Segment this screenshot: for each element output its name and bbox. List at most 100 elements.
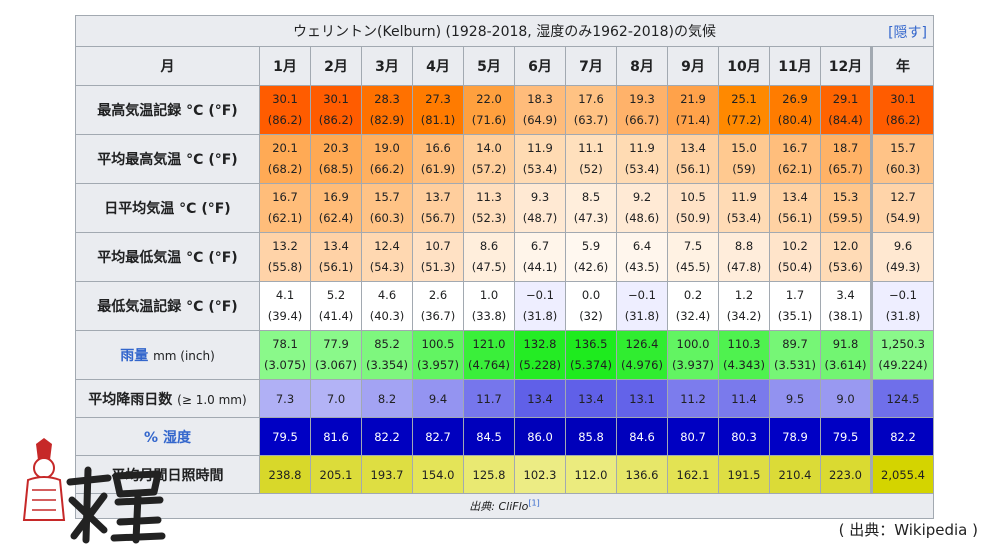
- table-cell: 89.7 (3.531): [769, 330, 821, 380]
- cell-value: 6.4: [632, 239, 652, 253]
- table-cell: 238.8: [259, 455, 311, 494]
- table-cell: 15.3 (59.5): [820, 183, 872, 233]
- cell-value: 18.7: [832, 141, 859, 155]
- cell-value: 205.1: [319, 467, 353, 482]
- cell-sub-value: (50.9): [675, 211, 711, 225]
- cell-value: 110.3: [727, 337, 761, 351]
- cell-value: 20.1: [272, 141, 298, 155]
- table-cell: 14.0 (57.2): [463, 134, 515, 184]
- month-header-3: 3月: [361, 46, 413, 86]
- cell-value: 26.9: [782, 92, 808, 106]
- hide-toggle-link[interactable]: [隠す]: [888, 25, 928, 41]
- table-cell: 15.7 (60.3): [361, 183, 413, 233]
- cell-value: 162.1: [676, 467, 710, 482]
- table-cell: 16.6 (61.9): [412, 134, 464, 184]
- cell-value: 82.2: [890, 429, 916, 444]
- cell-sub-value: (62.4): [318, 211, 354, 225]
- cell-value: 30.1: [272, 92, 298, 106]
- cell-value: 9.5: [785, 391, 805, 406]
- cell-sub-value: (66.7): [624, 113, 660, 127]
- table-cell: 12.4 (54.3): [361, 232, 413, 282]
- cell-value: 13.4: [782, 190, 808, 204]
- cell-value: 12.7: [890, 190, 916, 204]
- row-header-label: 日平均気温 °C (°F): [104, 201, 231, 217]
- cell-sub-value: (33.8): [471, 309, 507, 323]
- cell-sub-value: (34.2): [726, 309, 762, 323]
- table-cell: 9.0: [820, 379, 872, 418]
- table-cell: 11.9 (53.4): [718, 183, 770, 233]
- cell-sub-value: (32.4): [675, 309, 711, 323]
- table-cell: 29.1 (84.4): [820, 85, 872, 135]
- cell-value: 78.9: [782, 429, 808, 444]
- cell-value: 193.7: [370, 467, 404, 482]
- cell-value: 132.8: [523, 337, 557, 351]
- cell-value: 223.0: [829, 467, 862, 482]
- table-cell: 85.2 (3.354): [361, 330, 413, 380]
- cell-value: 12.0: [832, 239, 859, 253]
- cell-value: 1.7: [785, 288, 805, 302]
- row-header-label[interactable]: % 湿度: [144, 429, 191, 446]
- cell-value: 16.6: [425, 141, 451, 155]
- cell-value: 16.7: [272, 190, 298, 204]
- cell-value: 81.6: [323, 429, 349, 444]
- cell-sub-value: (4.764): [468, 358, 510, 372]
- row-header: 最低気温記録 °C (°F): [75, 281, 260, 331]
- cell-value: 2.6: [428, 288, 448, 302]
- table-cell: 125.8: [463, 455, 515, 494]
- footer-ref-link[interactable]: [1]: [528, 498, 540, 508]
- cell-sub-value: (3.354): [366, 358, 408, 372]
- month-header-12: 12月: [820, 46, 872, 86]
- month-header-row: 月 1月 2月 3月 4月 5月 6月 7月 8月 9月 10月 11月 12月年: [75, 46, 935, 86]
- table-cell: 21.9 (71.4): [667, 85, 719, 135]
- cell-value: 11.9: [629, 141, 655, 155]
- cell-sub-value: (44.1): [522, 260, 558, 274]
- cell-value: 19.0: [374, 141, 400, 155]
- cell-sub-value: (31.8): [522, 309, 558, 323]
- table-cell: 121.0 (4.764): [463, 330, 515, 380]
- month-header-4: 4月: [412, 46, 464, 86]
- cell-value: 11.7: [476, 391, 502, 406]
- cell-value: 9.2: [632, 190, 652, 204]
- cell-sub-value: (65.7): [828, 162, 863, 176]
- table-cell: 19.0 (66.2): [361, 134, 413, 184]
- row-header-label: 最高気温記録 °C (°F): [97, 103, 238, 119]
- row-header-label[interactable]: 雨量: [120, 348, 149, 364]
- table-cell: 1.2 (34.2): [718, 281, 770, 331]
- table-cell: 8.5 (47.3): [565, 183, 617, 233]
- cell-sub-value: (53.4): [522, 162, 558, 176]
- cell-sub-value: (49.3): [885, 260, 921, 274]
- row-header: 平均降雨日数 (≥ 1.0 mm): [75, 379, 260, 418]
- cell-value: 25.1: [731, 92, 757, 106]
- table-cell: 15.7 (60.3): [869, 134, 935, 184]
- source-note: ( 出典：Wikipedia ): [838, 521, 978, 539]
- cell-value: 30.1: [323, 92, 349, 106]
- cell-value: 15.7: [374, 190, 400, 204]
- cell-sub-value: (47.5): [471, 260, 507, 274]
- month-header-2: 2月: [310, 46, 362, 86]
- table-cell: 15.0 (59): [718, 134, 770, 184]
- cell-value: 9.4: [428, 391, 448, 406]
- table-cell: 162.1: [667, 455, 719, 494]
- cell-sub-value: (56.1): [777, 211, 813, 225]
- table-cell: 9.3 (48.7): [514, 183, 566, 233]
- table-cell: 82.2: [869, 417, 935, 456]
- table-cell: 136.6: [616, 455, 668, 494]
- table-cell: 4.1 (39.4): [259, 281, 311, 331]
- cell-value: 8.6: [479, 239, 499, 253]
- cell-value: 15.7: [890, 141, 916, 155]
- table-cell: 136.5 (5.374): [565, 330, 617, 380]
- row-header-unit: mm (inch): [153, 349, 215, 363]
- cell-value: 13.4: [680, 141, 706, 155]
- logo-figure: [22, 438, 66, 521]
- table-cell: 0.2 (32.4): [667, 281, 719, 331]
- month-header-9: 9月: [667, 46, 719, 86]
- table-cell: 3.4 (38.1): [820, 281, 872, 331]
- table-cell: −0.1 (31.8): [514, 281, 566, 331]
- cell-sub-value: (50.4): [777, 260, 813, 274]
- daily-mean-row: 日平均気温 °C (°F) 16.7 (62.1) 16.9 (62.4) 15.7 (60…: [75, 183, 935, 233]
- cell-value: 85.2: [374, 337, 400, 351]
- climate-table: ウェリントン(Kelburn) (1928-2018, 湿度のみ1962-201…: [74, 15, 935, 519]
- cell-value: 100.5: [421, 337, 455, 351]
- cell-sub-value: (62.1): [267, 211, 303, 225]
- table-cell: 124.5: [869, 379, 935, 418]
